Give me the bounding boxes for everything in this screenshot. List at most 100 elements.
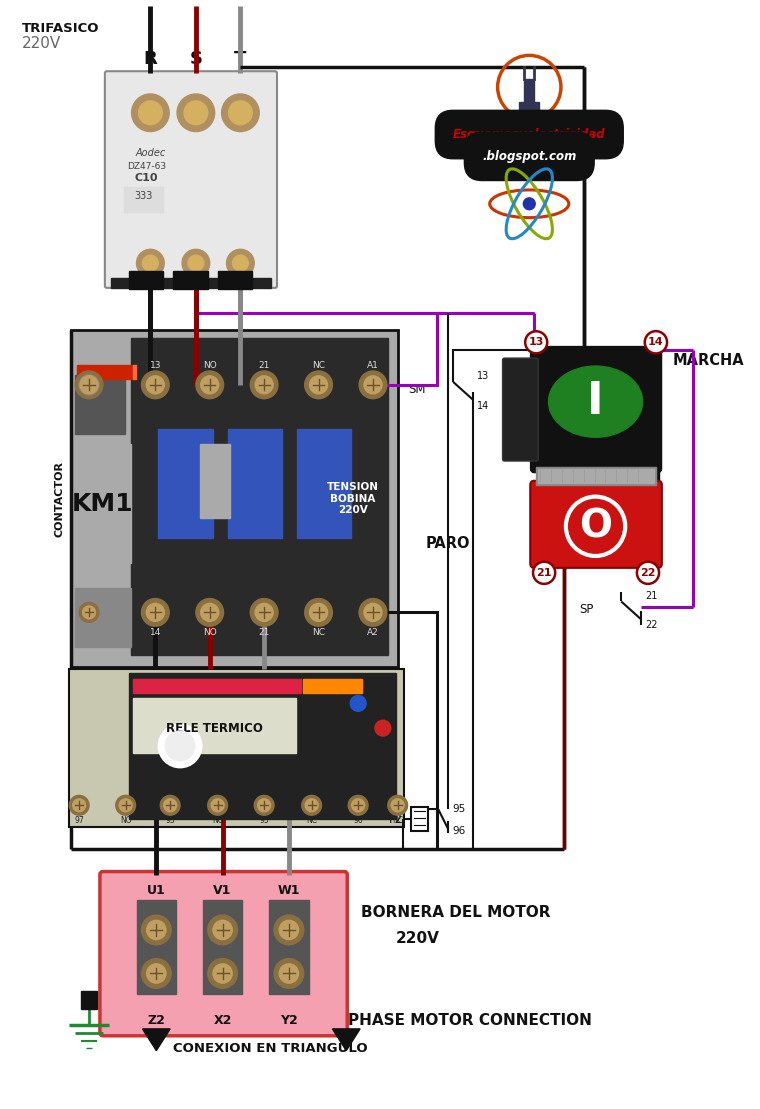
Circle shape	[83, 606, 96, 619]
Circle shape	[79, 602, 99, 622]
Text: NO: NO	[203, 360, 217, 369]
Circle shape	[255, 795, 274, 815]
Text: 14: 14	[150, 628, 161, 637]
Bar	[410, 807, 429, 831]
Bar	[81, 991, 97, 1009]
Bar	[158, 429, 213, 538]
Circle shape	[359, 599, 387, 627]
Bar	[173, 271, 207, 288]
Text: TRIFASICO: TRIFASICO	[22, 22, 100, 34]
FancyBboxPatch shape	[531, 347, 661, 472]
Text: NC: NC	[312, 628, 325, 637]
Text: KM1: KM1	[79, 698, 101, 708]
Circle shape	[184, 101, 207, 124]
Text: NO: NO	[203, 628, 217, 637]
Text: T: T	[234, 50, 246, 69]
Circle shape	[348, 795, 368, 815]
Circle shape	[258, 798, 271, 812]
Circle shape	[233, 255, 249, 271]
Ellipse shape	[549, 366, 642, 437]
Text: 93: 93	[165, 815, 175, 825]
Text: 14: 14	[648, 337, 663, 347]
Text: Z2: Z2	[147, 1015, 165, 1027]
Text: O: O	[579, 507, 612, 546]
Bar	[75, 588, 131, 647]
Bar	[537, 467, 656, 485]
FancyBboxPatch shape	[105, 71, 277, 288]
Circle shape	[207, 795, 227, 815]
Text: NC: NC	[392, 815, 404, 825]
Text: 14: 14	[477, 400, 489, 410]
Text: =: =	[81, 989, 98, 1009]
Text: KM1: KM1	[72, 491, 134, 516]
Text: 22: 22	[640, 568, 656, 578]
Circle shape	[274, 958, 304, 988]
Text: 13: 13	[150, 360, 161, 369]
Bar	[131, 338, 388, 655]
Text: Aodec: Aodec	[135, 149, 166, 159]
Circle shape	[359, 372, 387, 398]
Text: .blogspot.com: .blogspot.com	[482, 150, 577, 163]
Text: BORNERA DEL MOTOR: BORNERA DEL MOTOR	[361, 905, 550, 919]
Circle shape	[213, 964, 233, 983]
Bar	[524, 79, 534, 104]
Circle shape	[375, 720, 391, 736]
Bar	[538, 469, 654, 482]
Text: NO: NO	[120, 815, 131, 825]
Circle shape	[255, 376, 273, 394]
Text: CONTACTOR: CONTACTOR	[55, 460, 65, 537]
Circle shape	[229, 101, 252, 124]
Text: 13: 13	[112, 682, 123, 691]
Circle shape	[75, 372, 103, 398]
Circle shape	[279, 920, 299, 939]
Text: 95: 95	[259, 815, 269, 825]
Circle shape	[201, 603, 219, 621]
Text: SP: SP	[579, 603, 594, 615]
Text: 333: 333	[135, 191, 153, 201]
Circle shape	[350, 695, 366, 711]
Circle shape	[165, 731, 195, 761]
Text: Y2: Y2	[280, 1015, 298, 1027]
Circle shape	[364, 376, 382, 394]
Circle shape	[142, 255, 158, 271]
Text: CONEXION EN TRIANGULO: CONEXION EN TRIANGULO	[173, 1042, 368, 1055]
Bar	[132, 365, 135, 379]
Circle shape	[119, 798, 132, 812]
Circle shape	[213, 920, 233, 939]
Text: 220V: 220V	[22, 35, 61, 51]
Text: 96: 96	[452, 826, 465, 836]
Bar	[203, 901, 242, 995]
Text: NC: NC	[306, 815, 317, 825]
Circle shape	[141, 915, 171, 945]
Circle shape	[211, 798, 224, 812]
Circle shape	[388, 795, 407, 815]
Circle shape	[196, 599, 223, 627]
Text: X2: X2	[214, 1015, 232, 1027]
Bar	[111, 278, 271, 288]
Circle shape	[201, 376, 219, 394]
FancyBboxPatch shape	[502, 358, 538, 461]
Text: S: S	[189, 50, 202, 69]
Circle shape	[250, 599, 278, 627]
Circle shape	[274, 915, 304, 945]
Circle shape	[188, 255, 204, 271]
Bar	[78, 365, 131, 379]
Bar	[124, 187, 163, 212]
Bar	[297, 429, 351, 538]
FancyBboxPatch shape	[100, 872, 347, 1036]
Bar	[132, 679, 301, 692]
Text: 97: 97	[74, 815, 84, 825]
Circle shape	[309, 376, 328, 394]
Bar	[227, 429, 282, 538]
Text: NO: NO	[212, 815, 223, 825]
Text: 13: 13	[528, 337, 544, 347]
FancyBboxPatch shape	[69, 669, 404, 827]
Circle shape	[222, 94, 259, 132]
Text: 220V: 220V	[396, 932, 439, 946]
Text: 21: 21	[258, 628, 270, 637]
Text: RELE TERMICO: RELE TERMICO	[166, 722, 263, 734]
Text: Esquemasyelectricidad: Esquemasyelectricidad	[453, 128, 606, 141]
Circle shape	[279, 964, 299, 983]
Circle shape	[147, 603, 164, 621]
Text: TENSION
BOBINA
220V: TENSION BOBINA 220V	[328, 482, 379, 516]
